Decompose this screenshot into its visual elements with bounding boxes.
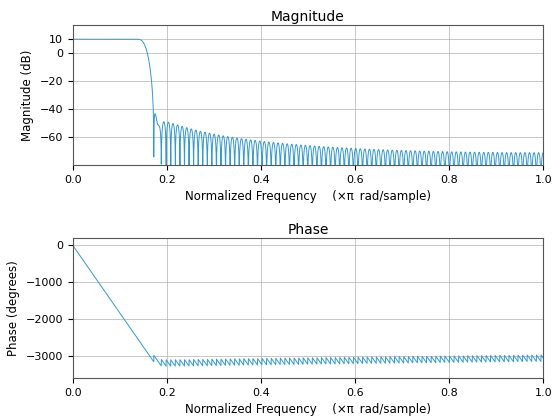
Y-axis label: Phase (degrees): Phase (degrees)	[7, 260, 20, 356]
Y-axis label: Magnitude (dB): Magnitude (dB)	[21, 50, 34, 141]
Title: Phase: Phase	[287, 223, 329, 237]
X-axis label: Normalized Frequency  (×π rad/sample): Normalized Frequency (×π rad/sample)	[185, 403, 431, 416]
X-axis label: Normalized Frequency  (×π rad/sample): Normalized Frequency (×π rad/sample)	[185, 191, 431, 203]
Title: Magnitude: Magnitude	[271, 10, 345, 24]
